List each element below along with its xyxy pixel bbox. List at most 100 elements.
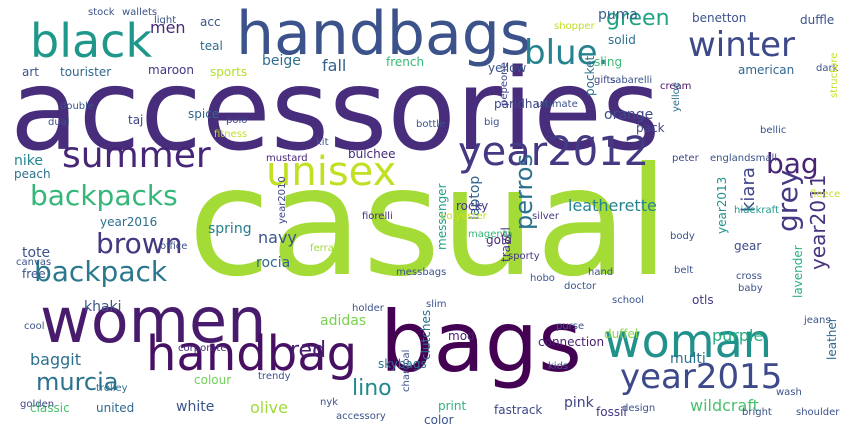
word-backpacks: backpacks bbox=[30, 179, 178, 212]
word-maroon: maroon bbox=[148, 63, 195, 77]
word-tote: tote bbox=[22, 245, 51, 261]
word-orange: orange bbox=[604, 107, 654, 123]
word-double: double bbox=[60, 101, 95, 112]
word-connection: connection bbox=[538, 335, 605, 349]
word-nyk: nyk bbox=[320, 397, 339, 408]
word-school: school bbox=[612, 295, 645, 306]
word-red: red bbox=[290, 338, 327, 363]
word-mod: mod bbox=[448, 329, 475, 343]
word-year2016: year2016 bbox=[100, 215, 158, 229]
word-wash: wash bbox=[776, 387, 802, 398]
word-hobo: hobo bbox=[530, 273, 555, 284]
word-color: color bbox=[424, 413, 454, 427]
word-sporty: sporty bbox=[508, 251, 540, 262]
word-summer: summer bbox=[62, 135, 211, 176]
word-solid: solid bbox=[608, 33, 636, 47]
word-blue-: blue. bbox=[524, 33, 609, 73]
word-yelloe: yelloe bbox=[671, 82, 682, 112]
word-bright: bright bbox=[742, 407, 772, 418]
word-fitness: fitness bbox=[214, 129, 248, 140]
word-acc: acc bbox=[200, 15, 221, 29]
word-adidas: adidas bbox=[320, 313, 367, 329]
word-murcia: murcia bbox=[36, 368, 119, 396]
word-corporate: corporate bbox=[178, 343, 227, 354]
word-peach: peach bbox=[14, 167, 51, 181]
word-polo: polo bbox=[226, 115, 248, 126]
word-office: office bbox=[160, 241, 188, 252]
word-rocia: rocia bbox=[256, 255, 291, 271]
word-bags: bags bbox=[380, 293, 582, 391]
word-kids: kids bbox=[548, 361, 569, 372]
word-print: print bbox=[438, 399, 467, 413]
word-white: white bbox=[176, 399, 215, 415]
word-shoulder: shoulder bbox=[796, 407, 840, 418]
word-wildcraft: wildcraft bbox=[690, 396, 759, 415]
word-art: art bbox=[22, 65, 39, 79]
word-brown: brown bbox=[96, 227, 183, 260]
word-fall: fall bbox=[322, 56, 347, 75]
word-pepeone: pepeone bbox=[499, 62, 510, 106]
word-khaki: khaki bbox=[84, 299, 122, 315]
word-fleece: fleece bbox=[810, 189, 841, 200]
word-light: light bbox=[154, 15, 177, 26]
word-bellic: bellic bbox=[760, 125, 787, 136]
word-yellow: yellow bbox=[488, 61, 527, 75]
word-woman: woman bbox=[604, 314, 772, 368]
word-puma: puma bbox=[598, 7, 638, 23]
word-green: green bbox=[606, 6, 670, 31]
word-handbag: handbag bbox=[146, 326, 358, 382]
word-hidekraft: hidekraft bbox=[734, 205, 779, 216]
word-winter: winter bbox=[688, 25, 796, 65]
word-bottle: bottle bbox=[416, 119, 446, 130]
word-polyester: polyester bbox=[440, 211, 487, 222]
word-skybags: skybags bbox=[378, 357, 427, 371]
word-year2015: year2015 bbox=[620, 357, 783, 397]
word-olive: olive bbox=[250, 398, 288, 417]
word-rocky: rocky bbox=[456, 199, 489, 213]
word-fastrack: fastrack bbox=[494, 403, 543, 417]
word-gifts: gifts bbox=[594, 75, 616, 86]
word-sabarelli: sabarelli bbox=[610, 75, 653, 86]
word-body: body bbox=[670, 231, 695, 242]
word-canvas: canvas bbox=[16, 257, 52, 268]
word-cool: cool bbox=[24, 321, 45, 332]
word-bag: bag bbox=[766, 147, 819, 180]
word-charcoal: charcoal bbox=[401, 349, 412, 392]
word-nike: nike bbox=[14, 153, 43, 169]
word-accessory: accessory bbox=[336, 411, 386, 422]
word-design: design bbox=[622, 403, 656, 414]
word-slim: slim bbox=[426, 299, 447, 310]
word-women: women bbox=[40, 284, 267, 357]
word-trendy: trendy bbox=[258, 371, 291, 382]
word-hand: hand bbox=[588, 267, 614, 278]
word-sports: sports bbox=[210, 65, 248, 79]
word-magenta: magenta bbox=[468, 229, 513, 240]
word-spring: spring bbox=[208, 221, 252, 237]
word-year2010: year2010 bbox=[277, 176, 288, 224]
word-accessories: accessories bbox=[10, 46, 661, 176]
word-englandsmall: englandsmall bbox=[710, 153, 778, 164]
word-gold: gold bbox=[486, 233, 512, 247]
word-ferrari: ferrari bbox=[310, 243, 341, 254]
word-duffel: duffel bbox=[604, 327, 639, 341]
word-year2012: year2012 bbox=[458, 129, 650, 175]
word-holder: holder bbox=[352, 303, 384, 314]
word-united: united bbox=[96, 401, 135, 415]
word-fossil: fossil bbox=[596, 405, 627, 419]
word-otls: otls bbox=[692, 293, 714, 307]
word-duffle: duffle bbox=[800, 13, 835, 27]
word-taj: taj bbox=[128, 113, 144, 127]
word-cream: cream bbox=[660, 81, 692, 92]
word-jeans: jeans bbox=[804, 315, 831, 326]
word-multi: multi bbox=[670, 351, 706, 367]
word-black: black bbox=[30, 14, 153, 68]
word-french: french bbox=[386, 55, 425, 69]
word-purse: purse bbox=[556, 321, 585, 332]
word-gear: gear bbox=[734, 239, 762, 253]
word-navy: navy bbox=[258, 228, 297, 247]
word-leatherette: leatherette bbox=[568, 196, 657, 215]
word-kit: kit bbox=[316, 137, 329, 148]
word-ultimate: ultimate bbox=[536, 99, 578, 110]
word-trolley: trolley bbox=[96, 383, 128, 394]
